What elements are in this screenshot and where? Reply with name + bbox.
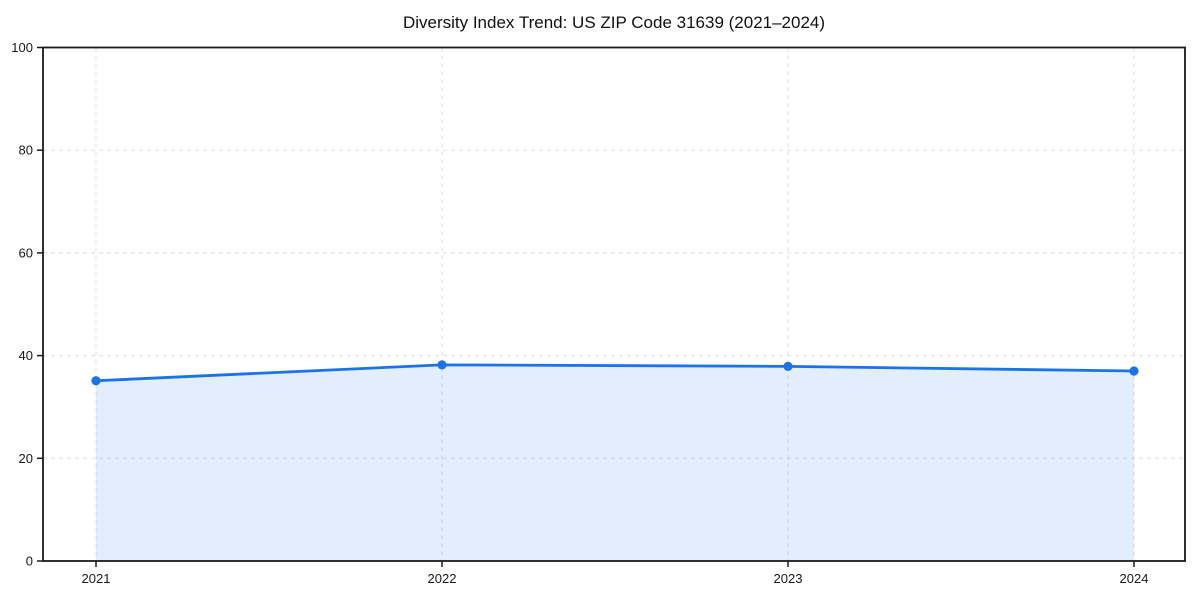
data-point-marker	[783, 361, 793, 371]
data-points	[91, 360, 1139, 386]
y-tick-label: 20	[19, 451, 33, 466]
area-fill-shape	[96, 364, 1134, 561]
x-tick-label: 2021	[82, 571, 111, 586]
data-point-marker	[91, 376, 101, 386]
y-axis-ticks: 0 20 40 60 80 100	[11, 40, 43, 569]
y-tick-label: 60	[19, 245, 33, 260]
chart-title: Diversity Index Trend: US ZIP Code 31639…	[402, 13, 826, 32]
x-axis-ticks: 2021 2022 2023 2024	[82, 561, 1149, 586]
y-tick-label: 100	[11, 40, 33, 55]
data-point-marker	[437, 360, 447, 370]
area-fill	[96, 364, 1134, 561]
y-tick-label: 0	[26, 554, 33, 569]
data-point-marker	[1129, 366, 1139, 376]
plot-border-rect	[42, 46, 1186, 562]
y-tick-label: 80	[19, 143, 33, 158]
plot-border	[42, 46, 1186, 562]
x-tick-label: 2023	[774, 571, 803, 586]
trend-line-path	[94, 363, 1136, 383]
trend-line	[94, 363, 1136, 383]
x-tick-label: 2024	[1120, 571, 1149, 586]
y-tick-label: 40	[19, 348, 33, 363]
x-tick-label: 2022	[428, 571, 457, 586]
